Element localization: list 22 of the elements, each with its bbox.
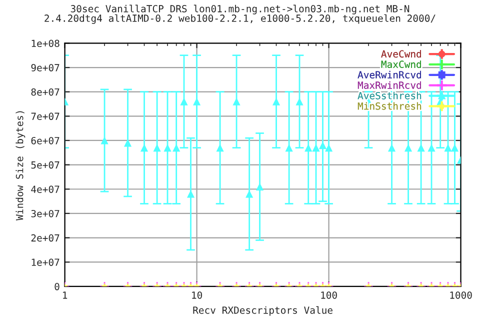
x-tick-label: 10 — [192, 291, 202, 299]
y-tick-label: 9e+07 — [31, 64, 60, 72]
y-tick-label: 2e+07 — [31, 234, 60, 242]
y-tick-label: 8e+07 — [31, 88, 60, 96]
legend-label: MaxCwnd — [381, 60, 422, 68]
legend-label: AveRwinRcvd — [358, 70, 422, 78]
y-axis-title: Window Size (bytes) — [16, 111, 26, 220]
legend-label: AveCwnd — [381, 50, 422, 58]
y-tick-label: 1e+08 — [32, 40, 60, 48]
y-tick-label: 7e+07 — [31, 112, 60, 120]
chart-title: 30sec VanillaTCP DRS lon01.mb-ng.net->lon03.mb-ng.net MB-N 2.4.20dtg4 altAIMD-0.2 web100-2.2.1, e1000-5.2.20, txqueuelen 2000/ — [44, 4, 436, 24]
x-tick-label: 100 — [321, 291, 337, 299]
y-tick-label: 6e+07 — [31, 136, 60, 144]
x-axis-title: Recv RXDescriptors Value — [193, 306, 332, 316]
x-tick-label: 1000 — [450, 291, 472, 299]
y-tick-label: 1e+07 — [32, 258, 60, 266]
y-tick-label: 0 — [54, 282, 60, 290]
y-tick-label: 4e+07 — [31, 186, 60, 193]
x-tick-label: 1 — [63, 292, 68, 299]
legend-label: MaxRwinRcvd — [358, 81, 422, 89]
y-tick-label: 3e+07 — [31, 210, 60, 218]
y-tick-label: 5e+07 — [31, 161, 60, 169]
